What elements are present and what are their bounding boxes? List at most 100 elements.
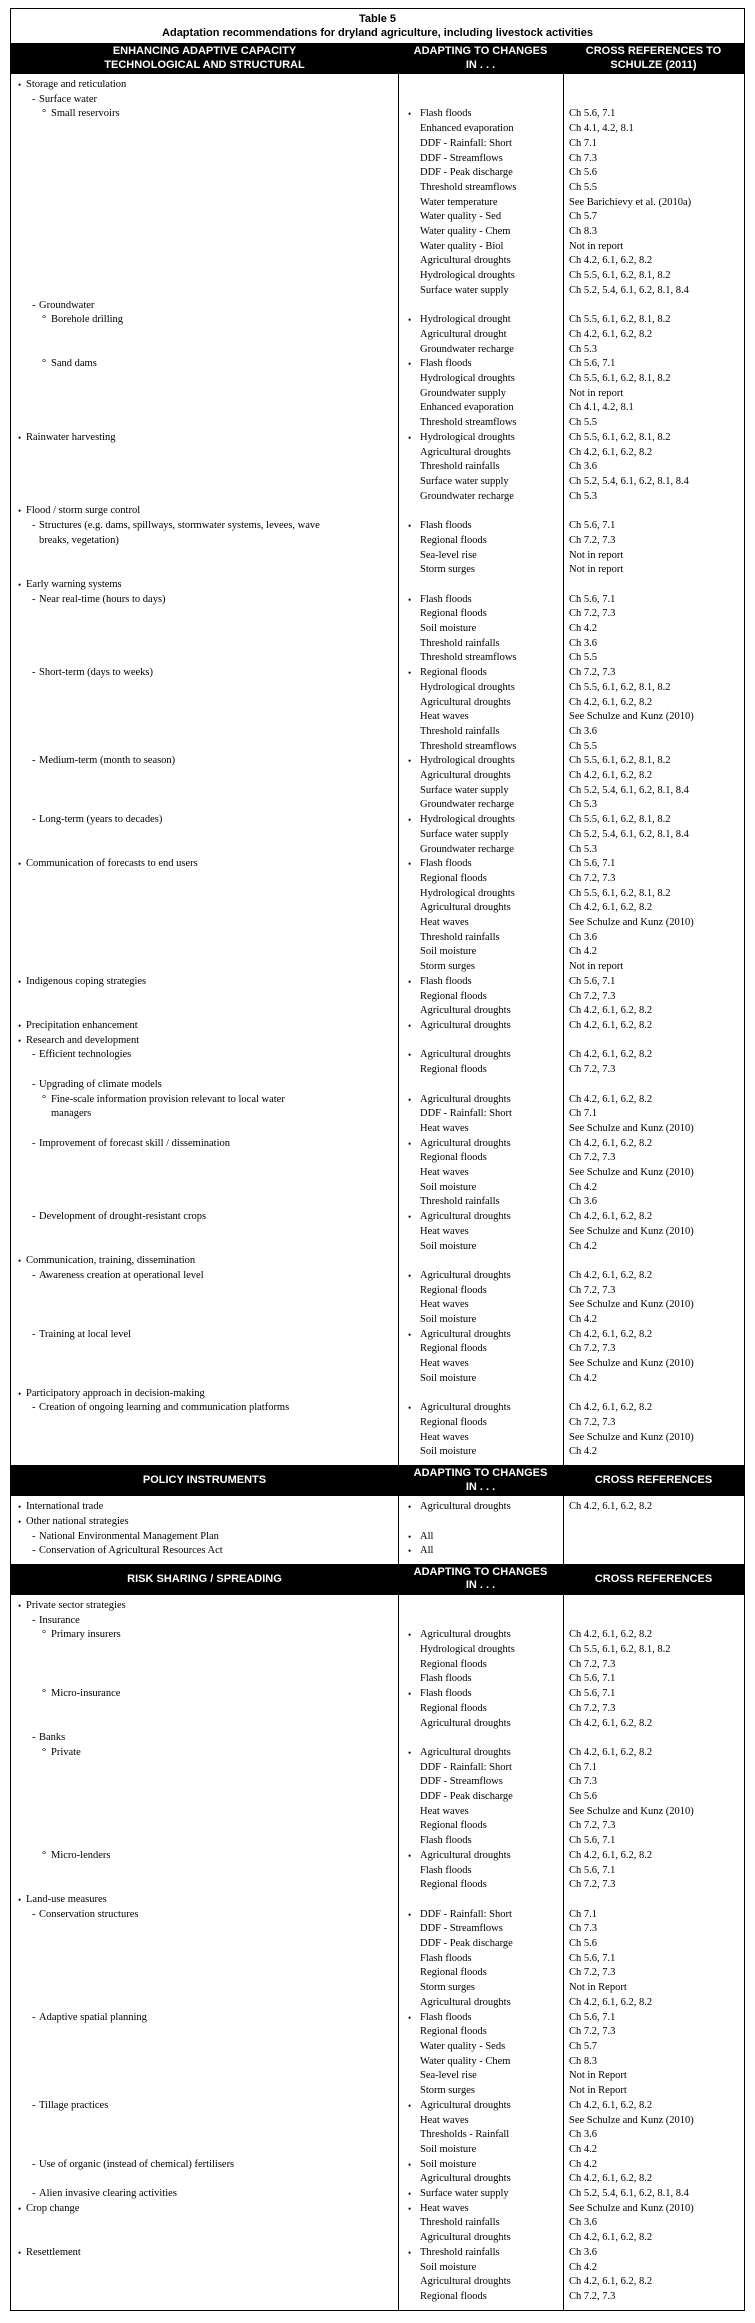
measure-cell: - Improvement of forecast skill / dissemi… — [11, 1137, 398, 1211]
ref-item: Ch 5.3 — [569, 490, 598, 502]
change-item: Soil moisture — [420, 1240, 477, 1252]
refs-cell: Ch 4.2, 6.1, 6.2, 8.2 Ch 7.2, 7.3 See Schu… — [564, 1401, 744, 1460]
change-item: Water quality - Seds — [420, 2041, 506, 2052]
ref-item: Ch 5.6, 7.1 — [569, 1864, 616, 1876]
changes-cell — [398, 1034, 564, 1049]
ref-item: Ch 4.2, 6.1, 6.2, 8.2 — [569, 1211, 653, 1223]
measure-cell: • Flood / storm surge control — [11, 504, 398, 519]
change-item: Regional floods — [420, 608, 487, 620]
change-item: • Agricultural droughts — [398, 1500, 564, 1515]
bullet-marker: ° — [42, 314, 47, 326]
table-block: • Land-use measures — [11, 1893, 744, 1908]
ref-item: See Schulze and Kunz (2010) — [569, 1167, 694, 1179]
table-block: - Conservation structures • DDF - Rainfall:… — [11, 1908, 744, 2011]
header-cell: CROSS REFERENCES — [563, 1573, 744, 1587]
measure-cell: - Medium-term (month to season) — [11, 754, 398, 813]
ref-item: Ch 4.2, 6.1, 6.2, 8.2 — [569, 1629, 653, 1641]
change-item: Regional floods — [420, 2290, 487, 2302]
left-item: - Medium-term (month to season) — [11, 754, 398, 769]
changes-cell: • Heat waves Threshold rainfalls Agricultur… — [398, 2202, 564, 2246]
bullet-marker: • — [18, 2203, 22, 2214]
change-item: • Soil moisture — [398, 2158, 564, 2173]
changes-cell: • Flash floods Regional floods Hydrological… — [398, 857, 564, 975]
ref-item: Ch 4.2, 6.1, 6.2, 8.2 — [569, 902, 653, 914]
change-item: • Flash floods — [398, 107, 564, 122]
change-item: DDF - Peak discharge — [420, 1791, 513, 1803]
change-item: Thresholds - Rainfall — [420, 2129, 510, 2141]
change-item: Groundwater recharge — [420, 490, 514, 502]
left-item: - Long-term (years to decades) — [11, 813, 398, 828]
bullet-marker: • — [408, 109, 412, 120]
measure-cell: ° Small reservoirs — [11, 107, 398, 298]
ref-item: Ch 7.2, 7.3 — [569, 2026, 616, 2038]
left-item: breaks, vegetation) — [39, 534, 119, 546]
changes-cell: • Flash floods Regional floods Soil moistur… — [398, 593, 564, 667]
measure-cell: • Indigenous coping strategies — [11, 975, 398, 1019]
measure-cell: • Crop change — [11, 2202, 398, 2246]
measure-cell: ° Sand dams — [11, 357, 398, 431]
change-item: Agricultural droughts — [420, 770, 511, 782]
left-item: • Land-use measures — [11, 1893, 398, 1908]
bullet-marker: ° — [42, 1746, 47, 1758]
change-item: Regional floods — [420, 534, 487, 546]
bullet-marker: ° — [42, 108, 47, 120]
ref-item: Ch 7.2, 7.3 — [569, 1879, 616, 1891]
left-item: • Precipitation enhancement — [11, 1019, 398, 1034]
ref-item: Ch 5.5 — [569, 181, 598, 193]
left-item: • Early warning systems — [11, 578, 398, 593]
refs-cell — [564, 78, 744, 107]
header-line: TECHNOLOGICAL AND STRUCTURAL — [104, 58, 305, 71]
change-item: Hydrological droughts — [420, 887, 515, 899]
ref-item: Ch 5.7 — [569, 211, 598, 223]
changes-cell: • DDF - Rainfall: Short DDF - Streamflows D… — [398, 1908, 564, 2011]
column-divider — [398, 1496, 399, 1564]
refs-cell: Ch 5.6, 7.1 Ch 7.2, 7.3 Ch 4.2, 6.1, 6.2, … — [564, 1687, 744, 1731]
change-item: Regional floods — [420, 1820, 487, 1832]
left-item: - Awareness creation at operational level — [11, 1269, 398, 1284]
ref-item: Ch 5.5, 6.1, 6.2, 8.1, 8.2 — [569, 373, 671, 385]
table-block: ° Fine-scale information provision releva… — [11, 1093, 744, 1137]
change-item: Agricultural droughts — [420, 1717, 511, 1729]
bullet-marker: - — [32, 1908, 36, 1920]
ref-item: Ch 4.2, 6.1, 6.2, 8.2 — [569, 1093, 653, 1105]
ref-item: Ch 5.2, 5.4, 6.1, 6.2, 8.1, 8.4 — [569, 828, 689, 840]
ref-item: Ch 4.2, 6.1, 6.2, 8.2 — [569, 1269, 653, 1281]
bullet-marker: • — [408, 1850, 412, 1861]
bullet-marker: - — [32, 1049, 36, 1061]
refs-cell: Ch 5.6, 7.1 Ch 7.2, 7.3 Ch 5.5, 6.1, 6.2, … — [564, 857, 744, 975]
ref-item: Ch 7.1 — [569, 137, 598, 149]
ref-item: Ch 7.3 — [569, 1923, 598, 1935]
change-item: • Agricultural droughts — [398, 1328, 564, 1343]
table-block: - Training at local level • Agricultural dr… — [11, 1328, 744, 1387]
change-item: Soil moisture — [420, 623, 477, 635]
table-block: • Private sector strategies - Insurance — [11, 1599, 744, 1628]
change-item: Threshold streamflows — [420, 181, 517, 193]
bullet-marker: - — [32, 1137, 36, 1149]
ref-item: Ch 4.2 — [569, 1240, 598, 1252]
left-item: managers — [51, 1108, 92, 1120]
bullet-marker: • — [408, 521, 412, 532]
ref-item: Ch 7.2, 7.3 — [569, 990, 616, 1002]
ref-item: Ch 5.6, 7.1 — [569, 2011, 616, 2023]
change-item: Soil moisture — [420, 1372, 477, 1384]
ref-item: See Schulze and Kunz (2010) — [569, 1805, 694, 1817]
change-item: • Threshold rainfalls — [398, 2246, 564, 2261]
table-block: - Groundwater — [11, 299, 744, 314]
change-item: • All — [398, 1544, 564, 1559]
ref-item: Ch 7.2, 7.3 — [569, 608, 616, 620]
bullet-marker: - — [32, 1614, 36, 1626]
bullet-marker: • — [408, 1021, 412, 1031]
refs-cell — [564, 1530, 744, 1545]
table-block: • Early warning systems — [11, 578, 744, 593]
change-item: Soil moisture — [420, 1314, 477, 1326]
table-block: - Creation of ongoing learning and commun… — [11, 1401, 744, 1460]
change-item: Storm surges — [420, 1982, 475, 1994]
changes-cell — [398, 1254, 564, 1269]
left-item: - Alien invasive clearing activities — [11, 2187, 398, 2202]
changes-cell — [398, 78, 564, 107]
change-item: • DDF - Rainfall: Short — [398, 1908, 564, 1923]
change-item: Soil moisture — [420, 946, 477, 958]
changes-cell: • Agricultural droughts — [398, 1019, 564, 1034]
changes-cell — [398, 1387, 564, 1402]
